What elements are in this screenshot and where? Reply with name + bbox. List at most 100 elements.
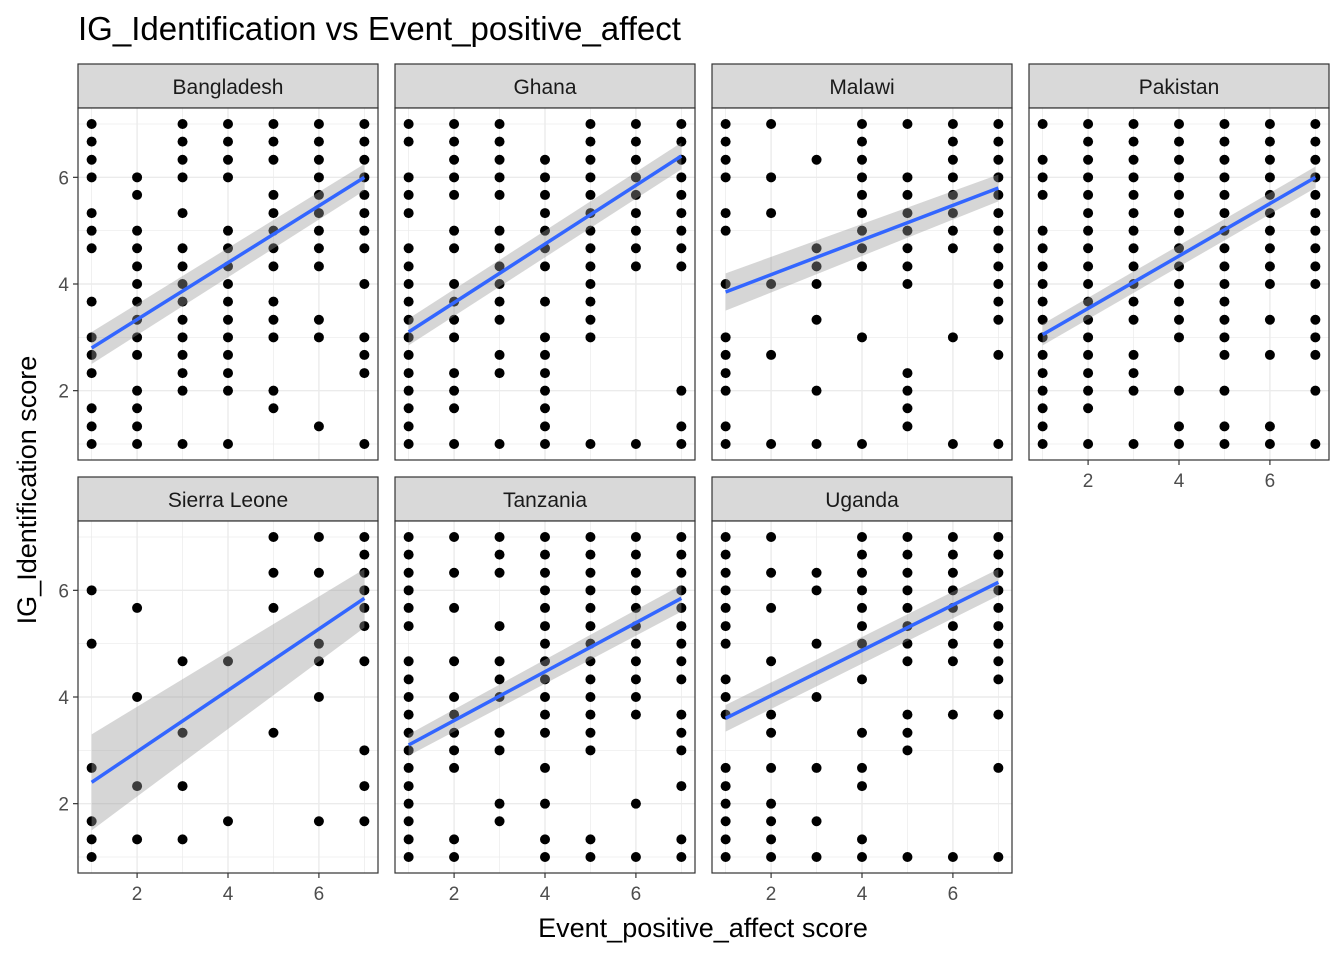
data-point (223, 656, 233, 667)
data-point (359, 349, 370, 360)
data-point (359, 136, 370, 147)
data-point (585, 834, 596, 845)
data-point (313, 261, 324, 272)
data-point (268, 602, 279, 613)
x-tick-label: 4 (857, 884, 868, 905)
data-point (403, 762, 414, 773)
data-point (947, 208, 958, 219)
data-point (540, 585, 550, 596)
data-point (585, 567, 596, 578)
strip-label-sierra-leone: Sierra Leone (168, 489, 288, 512)
data-point (630, 674, 641, 685)
data-point (1083, 136, 1094, 147)
data-point (1219, 172, 1230, 183)
data-point (359, 208, 370, 219)
data-point (1310, 189, 1321, 200)
data-point (540, 349, 550, 360)
data-point (268, 296, 279, 307)
data-point (132, 403, 143, 414)
data-point (630, 567, 641, 578)
data-point (223, 816, 233, 827)
data-point (1174, 243, 1184, 254)
data-point (585, 656, 596, 667)
data-point (766, 852, 777, 862)
data-point (1219, 154, 1230, 165)
strip-label-malawi: Malawi (829, 76, 894, 99)
data-point (993, 439, 1004, 449)
data-point (857, 172, 867, 183)
x-tick-label: 6 (948, 884, 959, 905)
data-point (585, 314, 596, 325)
data-point (630, 585, 641, 596)
data-point (403, 549, 414, 560)
data-point (494, 261, 505, 272)
data-point (403, 781, 414, 792)
x-tick-label: 6 (314, 884, 325, 905)
data-point (993, 172, 1004, 183)
data-point (403, 621, 414, 632)
data-point (947, 656, 958, 667)
data-point (902, 225, 913, 236)
data-point (313, 314, 324, 325)
data-point (947, 225, 958, 236)
x-tick-label: 6 (1265, 471, 1276, 492)
data-point (268, 314, 279, 325)
points-ghana (403, 119, 687, 449)
facet-tanzania: Tanzania 2 4 6 (394, 476, 696, 905)
data-point (359, 816, 370, 827)
data-point (811, 261, 822, 272)
data-point (676, 567, 687, 578)
data-point (86, 225, 97, 236)
data-point (1264, 189, 1275, 200)
data-point (403, 208, 414, 219)
data-point (313, 567, 324, 578)
data-point (857, 208, 867, 219)
data-point (449, 656, 460, 667)
data-point (766, 656, 777, 667)
data-point (132, 296, 143, 307)
data-point (86, 154, 97, 165)
data-point (947, 136, 958, 147)
data-point (1128, 296, 1139, 307)
data-point (993, 585, 1004, 596)
data-point (902, 745, 913, 756)
data-point (766, 709, 777, 720)
data-point (359, 243, 370, 254)
data-point (676, 621, 687, 632)
data-point (86, 368, 97, 379)
data-point (494, 674, 505, 685)
facet-uganda: Uganda 2 4 6 (711, 476, 1013, 905)
data-point (359, 621, 370, 632)
data-point (313, 692, 324, 702)
data-point (676, 656, 687, 667)
data-point (403, 816, 414, 827)
data-point (86, 834, 97, 845)
data-point (676, 385, 687, 396)
data-point (1037, 225, 1048, 236)
data-point (132, 279, 143, 289)
data-point (902, 261, 913, 272)
data-point (1310, 119, 1321, 129)
strip-label-uganda: Uganda (825, 489, 899, 512)
data-point (947, 709, 958, 720)
data-point (676, 439, 687, 449)
data-point (132, 385, 143, 396)
data-point (902, 656, 913, 667)
data-point (1264, 243, 1275, 254)
data-point (449, 834, 460, 845)
data-point (1083, 279, 1094, 289)
data-point (993, 189, 1004, 200)
data-point (720, 154, 731, 165)
data-point (585, 261, 596, 272)
data-point (1128, 368, 1139, 379)
chart-title: IG_Identification vs Event_positive_affe… (78, 10, 681, 47)
data-point (720, 781, 731, 792)
data-point (449, 709, 460, 720)
data-point (993, 136, 1004, 147)
data-point (268, 532, 279, 542)
data-point (1264, 208, 1275, 219)
data-point (540, 225, 550, 236)
data-point (177, 136, 188, 147)
data-point (132, 439, 143, 449)
data-point (766, 762, 777, 773)
